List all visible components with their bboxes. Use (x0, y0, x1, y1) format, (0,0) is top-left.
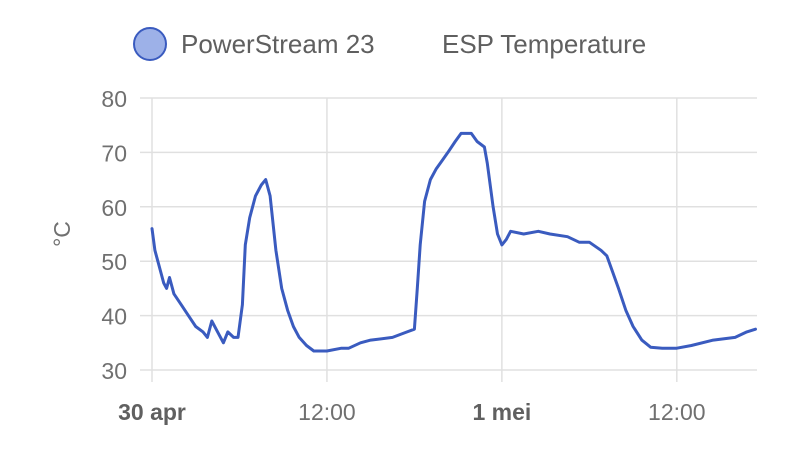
legend-label-esp-temperature: ESP Temperature (442, 28, 647, 59)
legend-label-powerstream: PowerStream 23 (181, 28, 375, 59)
series-line-0 (150, 131, 757, 353)
y-tick-label: 60 (101, 195, 127, 221)
y-axis-ticks: 30 40 50 60 70 80 (101, 86, 127, 384)
x-axis-ticks: 30 apr 12:00 1 mei 12:00 (118, 399, 705, 425)
y-axis-label: °C (49, 221, 75, 247)
y-tick-label: 40 (101, 304, 127, 330)
x-tick-label: 30 apr (118, 399, 186, 425)
legend: PowerStream 23 ESP Temperature (0, 0, 800, 90)
y-tick-label: 50 (101, 249, 127, 275)
x-tick-label: 12:00 (298, 399, 356, 425)
legend-item-powerstream[interactable]: PowerStream 23 (133, 22, 393, 66)
y-tick-label: 70 (101, 140, 127, 166)
y-tick-label: 30 (101, 358, 127, 384)
legend-swatch-powerstream (133, 27, 167, 61)
x-tick-label: 12:00 (648, 399, 706, 425)
y-tick-label: 80 (101, 86, 127, 112)
legend-item-esp-temperature[interactable]: ESP Temperature (442, 22, 646, 66)
x-tick-label: 1 mei (472, 399, 531, 425)
series-group (150, 131, 757, 353)
grid (140, 97, 757, 382)
